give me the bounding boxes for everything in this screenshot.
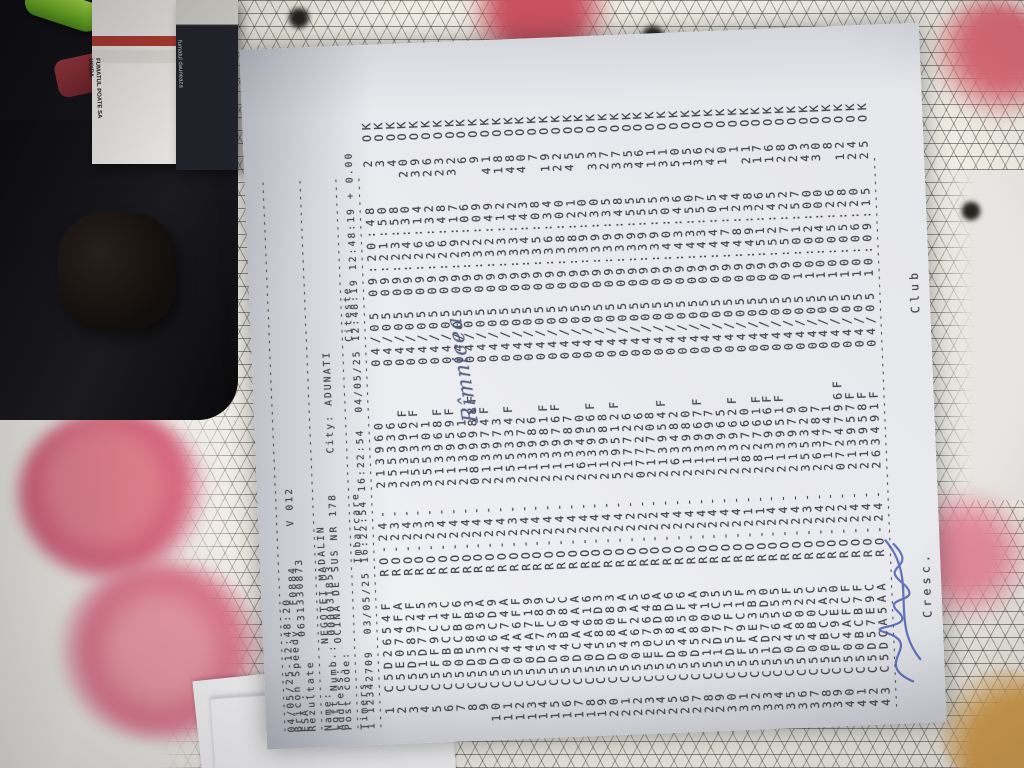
pack-warning-text: FUMATUL POATE SA UCIDA (87, 58, 103, 119)
pack-red-band (92, 36, 178, 46)
printout-content: ----------------------------------------… (239, 23, 947, 750)
dark-floral-dot (960, 200, 982, 222)
red-flower-print (930, 0, 1024, 120)
status-ok: OK (854, 98, 870, 123)
arrival-order: 25 (855, 135, 871, 160)
dark-floral-dot (287, 6, 311, 30)
pink-flower-print (18, 410, 208, 580)
club-label: Club (906, 268, 923, 314)
cigarette-pack-white: FUMATUL POATE SA UCIDA (87, 0, 178, 164)
printout-paper: ----------------------------------------… (239, 22, 947, 750)
pack-label-text: fumatul dauneaza (176, 40, 184, 88)
tablecloth-light-area (934, 170, 1024, 500)
wallet (58, 212, 176, 330)
clocking-table: 1 C5D2654F RO-24- 213960 04/05 09:20:48 2 OK 2 C5… (359, 35, 892, 729)
cigarette-pack-dark: fumatul dauneaza (176, 0, 238, 170)
handwritten-signature (878, 539, 922, 683)
